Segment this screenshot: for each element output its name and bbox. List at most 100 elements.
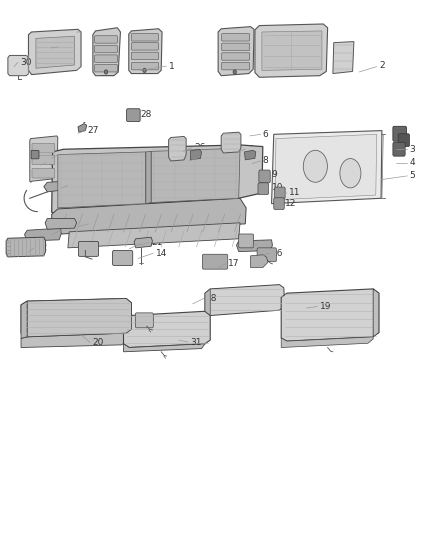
FancyBboxPatch shape — [222, 53, 250, 60]
Text: 2: 2 — [379, 61, 385, 69]
FancyBboxPatch shape — [135, 313, 153, 328]
Polygon shape — [373, 289, 379, 337]
Text: 15: 15 — [261, 240, 272, 248]
Polygon shape — [275, 134, 377, 200]
Polygon shape — [28, 29, 81, 75]
Polygon shape — [124, 344, 205, 352]
Polygon shape — [124, 311, 210, 348]
FancyBboxPatch shape — [32, 143, 55, 153]
Polygon shape — [78, 124, 87, 132]
Circle shape — [104, 70, 108, 74]
FancyBboxPatch shape — [222, 43, 250, 51]
Text: 1: 1 — [169, 62, 174, 70]
Text: 16: 16 — [272, 249, 283, 257]
FancyBboxPatch shape — [32, 155, 55, 165]
Polygon shape — [237, 240, 272, 252]
Polygon shape — [44, 181, 68, 192]
Text: 6: 6 — [263, 130, 268, 139]
Text: 25: 25 — [199, 154, 211, 163]
Text: 28: 28 — [140, 110, 152, 119]
Polygon shape — [255, 24, 328, 77]
Text: 22: 22 — [36, 244, 47, 252]
Polygon shape — [30, 136, 58, 182]
Polygon shape — [6, 237, 46, 257]
Text: 23: 23 — [70, 181, 81, 190]
FancyBboxPatch shape — [274, 198, 284, 209]
Polygon shape — [93, 28, 120, 76]
FancyBboxPatch shape — [393, 142, 405, 156]
Text: 10: 10 — [272, 183, 283, 192]
Polygon shape — [58, 152, 145, 208]
Text: 27: 27 — [88, 126, 99, 135]
Polygon shape — [169, 136, 186, 161]
Text: 11: 11 — [289, 189, 300, 197]
Polygon shape — [134, 237, 152, 248]
Ellipse shape — [340, 158, 361, 188]
Polygon shape — [146, 151, 151, 204]
Polygon shape — [333, 42, 354, 74]
Polygon shape — [281, 337, 373, 348]
Polygon shape — [45, 219, 77, 229]
Polygon shape — [68, 223, 240, 248]
Polygon shape — [21, 301, 27, 338]
Polygon shape — [25, 228, 61, 241]
Polygon shape — [251, 255, 268, 268]
Text: 21: 21 — [151, 238, 162, 247]
Polygon shape — [262, 31, 322, 70]
Polygon shape — [244, 150, 256, 160]
FancyBboxPatch shape — [95, 64, 117, 72]
Text: 24: 24 — [48, 158, 60, 167]
FancyBboxPatch shape — [222, 62, 250, 70]
Text: 21: 21 — [91, 220, 102, 228]
Circle shape — [143, 68, 146, 72]
Polygon shape — [272, 131, 382, 204]
Circle shape — [233, 70, 237, 74]
Polygon shape — [191, 149, 201, 160]
Text: 20: 20 — [92, 338, 103, 346]
FancyBboxPatch shape — [275, 187, 285, 199]
FancyBboxPatch shape — [259, 170, 270, 183]
Polygon shape — [221, 132, 241, 153]
FancyBboxPatch shape — [78, 241, 99, 256]
FancyBboxPatch shape — [113, 251, 133, 265]
Text: 18: 18 — [206, 294, 217, 303]
Text: 29: 29 — [60, 43, 72, 51]
Text: 9: 9 — [272, 171, 277, 179]
Text: 31: 31 — [191, 338, 202, 346]
FancyBboxPatch shape — [131, 43, 159, 50]
FancyBboxPatch shape — [95, 45, 117, 53]
Text: 19: 19 — [320, 302, 331, 311]
Text: 30: 30 — [20, 58, 32, 67]
FancyBboxPatch shape — [131, 62, 159, 70]
Polygon shape — [151, 148, 240, 203]
Polygon shape — [218, 27, 254, 76]
Text: 13: 13 — [142, 239, 154, 248]
FancyBboxPatch shape — [393, 126, 406, 141]
Polygon shape — [8, 55, 28, 76]
Text: 3: 3 — [410, 145, 415, 154]
Polygon shape — [281, 289, 379, 341]
Text: 17: 17 — [228, 260, 239, 268]
Text: 5: 5 — [410, 172, 415, 180]
Text: 14: 14 — [155, 249, 167, 257]
Text: 12: 12 — [285, 199, 296, 208]
Polygon shape — [27, 298, 131, 337]
Polygon shape — [52, 145, 263, 214]
Text: 7: 7 — [247, 145, 253, 154]
Text: 4: 4 — [410, 158, 415, 167]
FancyBboxPatch shape — [127, 109, 140, 122]
Polygon shape — [21, 333, 126, 348]
Polygon shape — [205, 285, 285, 316]
FancyBboxPatch shape — [257, 248, 276, 262]
Text: 15: 15 — [64, 226, 75, 235]
FancyBboxPatch shape — [131, 52, 159, 60]
FancyBboxPatch shape — [131, 34, 159, 41]
FancyBboxPatch shape — [222, 34, 250, 41]
FancyBboxPatch shape — [32, 168, 55, 178]
Polygon shape — [36, 36, 74, 68]
FancyBboxPatch shape — [31, 150, 39, 159]
FancyBboxPatch shape — [398, 134, 410, 147]
FancyBboxPatch shape — [258, 183, 268, 195]
FancyBboxPatch shape — [239, 234, 254, 248]
FancyBboxPatch shape — [95, 55, 117, 62]
